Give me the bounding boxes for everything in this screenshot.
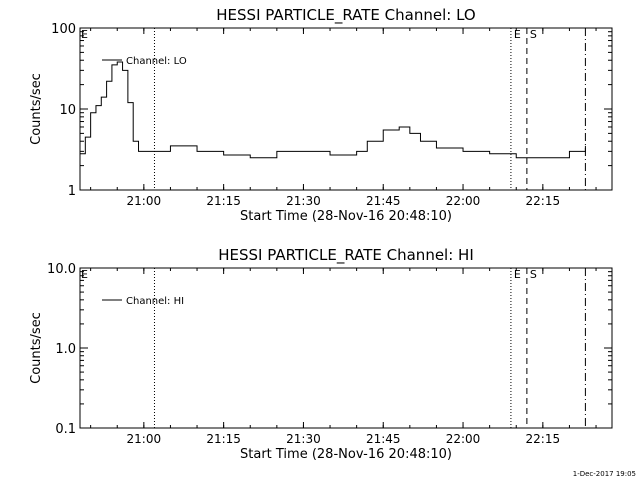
y-axis-label: Counts/sec <box>29 73 44 145</box>
x-tick-label: 22:15 <box>526 194 561 208</box>
y-tick-label: 1 <box>68 184 76 199</box>
x-tick-label: 21:30 <box>286 194 321 208</box>
x-tick-label: 22:00 <box>446 194 481 208</box>
y-tick-label: 10 <box>59 103 76 118</box>
marker-label: E <box>514 268 521 281</box>
chart-title: HESSI PARTICLE_RATE Channel: HI <box>218 246 474 265</box>
x-tick-label: 21:30 <box>286 432 321 446</box>
x-axis-label: Start Time (28-Nov-16 20:48:10) <box>240 209 452 224</box>
plot-frame <box>79 27 613 191</box>
x-tick-label: 22:15 <box>526 432 561 446</box>
x-axis-label: Start Time (28-Nov-16 20:48:10) <box>240 447 452 462</box>
y-tick-label: 0.1 <box>55 422 76 437</box>
y-tick-label: 100 <box>51 22 76 37</box>
x-tick-label: 21:00 <box>127 194 162 208</box>
x-tick-label: 22:00 <box>446 432 481 446</box>
plot-frame <box>79 267 613 429</box>
corner-label: E <box>81 268 88 281</box>
y-tick-label: 10.0 <box>47 262 76 277</box>
x-tick-label: 21:15 <box>206 194 241 208</box>
y-tick-label: 1.0 <box>55 342 76 357</box>
marker-label: E <box>514 28 521 41</box>
x-tick-label: 21:45 <box>366 432 401 446</box>
x-tick-label: 21:00 <box>127 432 162 446</box>
x-tick-label: 21:45 <box>366 194 401 208</box>
legend-label: Channel: HI <box>126 296 184 307</box>
legend-label: Channel: LO <box>126 56 187 67</box>
corner-label: E <box>81 28 88 41</box>
y-axis-label: Counts/sec <box>29 312 44 384</box>
data-series-line <box>80 61 586 159</box>
marker-label: S <box>530 268 537 281</box>
x-tick-label: 21:15 <box>206 432 241 446</box>
footer-date: 1-Dec-2017 19:05 <box>572 470 636 478</box>
chart-title: HESSI PARTICLE_RATE Channel: LO <box>216 6 475 25</box>
marker-label: S <box>530 28 537 41</box>
